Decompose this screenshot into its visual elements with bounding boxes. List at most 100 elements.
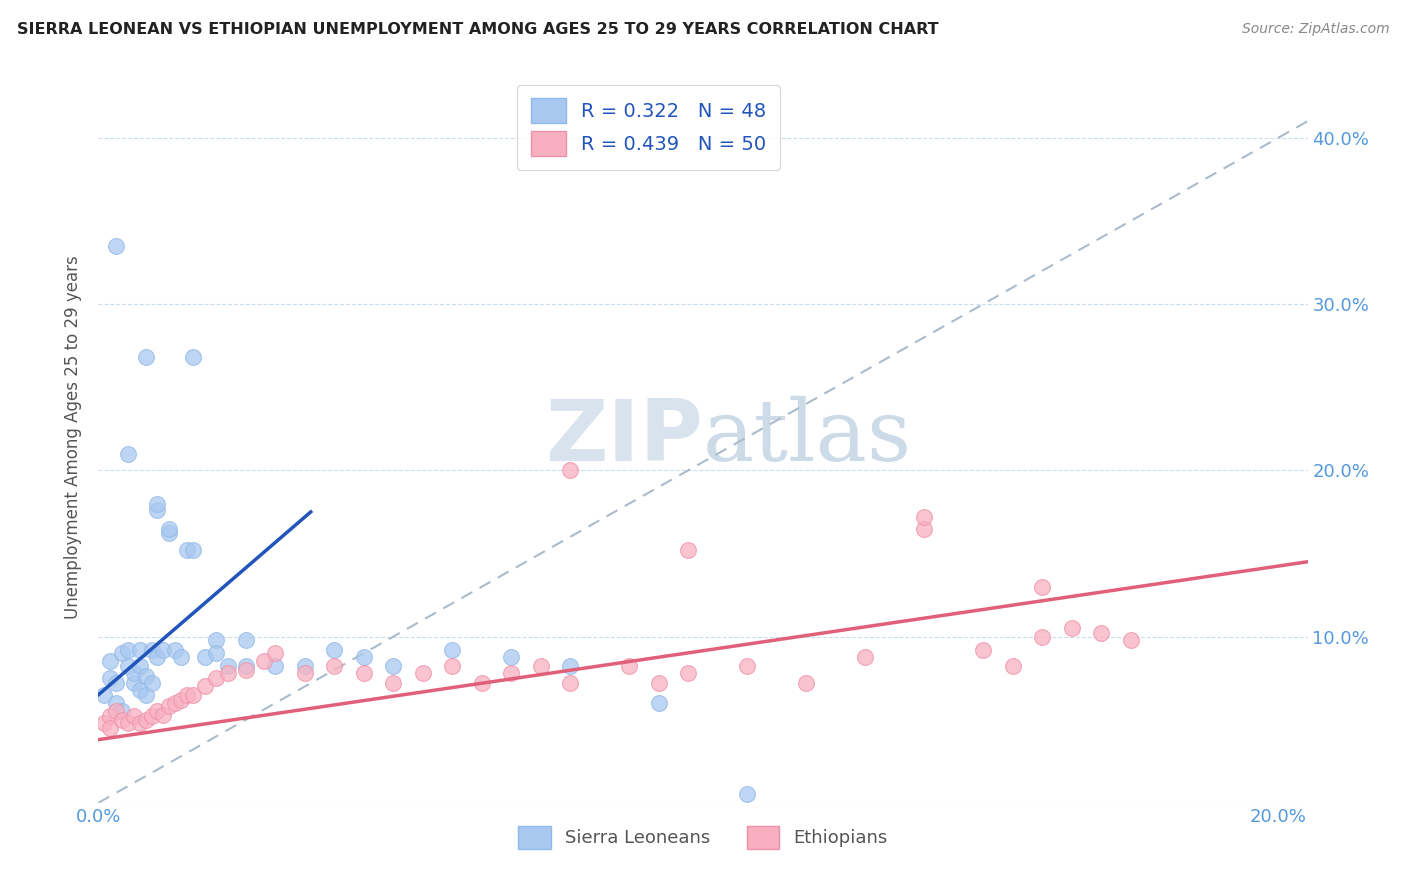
Point xyxy=(194,680,217,694)
Point xyxy=(152,707,174,722)
Point xyxy=(93,716,115,731)
Point xyxy=(105,239,128,253)
Point xyxy=(912,521,935,535)
Point xyxy=(105,705,128,719)
Point xyxy=(170,649,193,664)
Point xyxy=(1001,659,1024,673)
Text: Source: ZipAtlas.com: Source: ZipAtlas.com xyxy=(1241,22,1389,37)
Point xyxy=(176,543,198,558)
Point xyxy=(111,713,134,727)
Point xyxy=(353,666,375,681)
Point xyxy=(128,643,150,657)
Point xyxy=(912,509,935,524)
Point xyxy=(135,713,157,727)
Point xyxy=(146,705,169,719)
Legend: Sierra Leoneans, Ethiopians: Sierra Leoneans, Ethiopians xyxy=(510,818,896,856)
Point xyxy=(235,632,257,647)
Point xyxy=(135,351,157,365)
Point xyxy=(128,682,150,697)
Point xyxy=(235,659,257,673)
Text: SIERRA LEONEAN VS ETHIOPIAN UNEMPLOYMENT AMONG AGES 25 TO 29 YEARS CORRELATION C: SIERRA LEONEAN VS ETHIOPIAN UNEMPLOYMENT… xyxy=(17,22,938,37)
Point xyxy=(146,503,169,517)
Point xyxy=(146,497,169,511)
Point xyxy=(441,643,464,657)
Point xyxy=(117,659,139,673)
Point xyxy=(501,649,523,664)
Point xyxy=(530,659,553,673)
Point xyxy=(111,646,134,660)
Point xyxy=(135,688,157,702)
Point xyxy=(853,649,876,664)
Point xyxy=(353,649,375,664)
Point xyxy=(678,666,700,681)
Point xyxy=(441,659,464,673)
Point xyxy=(252,655,274,669)
Point xyxy=(205,632,228,647)
Point xyxy=(165,696,187,710)
Point xyxy=(1031,630,1053,644)
Point xyxy=(117,716,139,731)
Point xyxy=(560,659,582,673)
Point xyxy=(122,709,145,723)
Point xyxy=(157,699,180,714)
Point xyxy=(181,351,204,365)
Point xyxy=(972,643,994,657)
Point xyxy=(560,676,582,690)
Point xyxy=(205,646,228,660)
Point xyxy=(176,688,198,702)
Point xyxy=(98,671,121,685)
Point xyxy=(181,543,204,558)
Point xyxy=(294,659,316,673)
Point xyxy=(111,705,134,719)
Point xyxy=(412,666,434,681)
Point xyxy=(560,463,582,477)
Text: atlas: atlas xyxy=(703,395,912,479)
Point xyxy=(98,709,121,723)
Point xyxy=(294,666,316,681)
Point xyxy=(146,649,169,664)
Point xyxy=(205,671,228,685)
Point xyxy=(678,543,700,558)
Point xyxy=(648,696,671,710)
Point xyxy=(382,676,405,690)
Point xyxy=(794,676,817,690)
Point xyxy=(128,659,150,673)
Point xyxy=(619,659,641,673)
Point xyxy=(323,643,346,657)
Point xyxy=(152,643,174,657)
Point xyxy=(117,447,139,461)
Point xyxy=(141,643,163,657)
Point xyxy=(117,643,139,657)
Point xyxy=(135,669,157,683)
Point xyxy=(128,716,150,731)
Point xyxy=(194,649,217,664)
Point xyxy=(98,655,121,669)
Point xyxy=(157,526,180,541)
Point xyxy=(141,709,163,723)
Point xyxy=(735,788,758,802)
Point xyxy=(181,688,204,702)
Point xyxy=(648,676,671,690)
Text: ZIP: ZIP xyxy=(546,395,703,479)
Point xyxy=(217,666,239,681)
Point xyxy=(157,521,180,535)
Point xyxy=(141,676,163,690)
Y-axis label: Unemployment Among Ages 25 to 29 years: Unemployment Among Ages 25 to 29 years xyxy=(65,255,83,619)
Point xyxy=(1060,621,1083,635)
Point xyxy=(1031,580,1053,594)
Point xyxy=(122,666,145,681)
Point xyxy=(105,676,128,690)
Point xyxy=(471,676,494,690)
Point xyxy=(98,721,121,735)
Point xyxy=(217,659,239,673)
Point xyxy=(93,688,115,702)
Point xyxy=(165,643,187,657)
Point xyxy=(264,646,287,660)
Point xyxy=(235,663,257,677)
Point xyxy=(170,692,193,706)
Point xyxy=(105,696,128,710)
Point xyxy=(501,666,523,681)
Point xyxy=(264,659,287,673)
Point xyxy=(1090,626,1112,640)
Point xyxy=(323,659,346,673)
